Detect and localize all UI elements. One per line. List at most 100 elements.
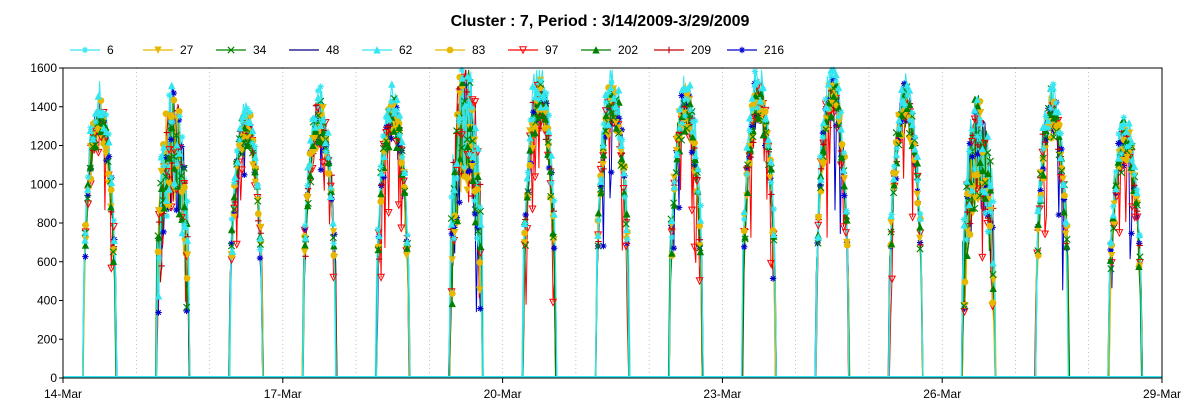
x-tick-label: 23-Mar [703, 387, 741, 401]
legend-label: 209 [691, 43, 711, 57]
point-6 [102, 111, 110, 119]
point-34 [256, 240, 264, 248]
point-27 [1110, 200, 1118, 208]
point-62 [970, 106, 979, 114]
point-202 [754, 114, 762, 122]
point-62 [173, 141, 181, 149]
point-62 [696, 216, 705, 224]
y-tick-label: 600 [37, 255, 57, 269]
point-216 [522, 211, 529, 219]
point-34 [916, 245, 924, 253]
point-209 [255, 217, 262, 225]
point-62 [160, 143, 168, 151]
point-216 [175, 116, 183, 124]
point-216 [981, 183, 989, 191]
point-97 [399, 177, 408, 186]
point-202 [309, 141, 317, 150]
point-6 [1131, 171, 1138, 178]
point-34 [822, 125, 830, 134]
y-tick-label: 800 [37, 216, 57, 230]
point-202 [392, 143, 401, 152]
point-209 [155, 218, 163, 226]
legend-item-216: 216 [727, 43, 784, 57]
point-62 [767, 157, 775, 166]
point-202 [385, 142, 393, 151]
point-6 [158, 153, 165, 160]
point-62 [834, 83, 843, 92]
point-34 [1117, 169, 1126, 177]
point-34 [329, 234, 337, 242]
point-62 [542, 103, 550, 111]
point-62 [183, 236, 192, 244]
series-markers-62 [81, 66, 1144, 300]
point-34 [672, 169, 680, 177]
point-6 [461, 163, 468, 171]
point-83 [740, 227, 748, 235]
point-62 [753, 77, 762, 85]
point-6 [82, 230, 89, 237]
point-6 [754, 104, 761, 112]
point-209 [964, 208, 971, 216]
point-27 [526, 127, 534, 135]
point-202 [523, 193, 531, 201]
point-202 [319, 128, 328, 136]
point-6 [236, 136, 243, 144]
point-202 [903, 104, 911, 112]
point-6 [231, 179, 238, 186]
point-97 [384, 209, 393, 218]
point-83 [691, 139, 698, 147]
point-83 [1055, 121, 1063, 128]
chart-title: Cluster : 7, Period : 3/14/2009-3/29/200… [451, 13, 750, 30]
point-6 [1120, 114, 1127, 121]
point-34 [986, 157, 994, 165]
point-6 [1110, 203, 1117, 210]
point-62 [609, 94, 618, 102]
point-216 [170, 89, 178, 97]
point-34 [594, 242, 602, 250]
point-202 [612, 124, 621, 132]
point-6 [1040, 145, 1047, 152]
point-202 [1106, 256, 1115, 264]
point-6 [327, 185, 335, 192]
point-62 [978, 144, 987, 153]
point-62 [99, 124, 108, 132]
point-27 [249, 161, 257, 169]
x-tick-label: 20-Mar [484, 387, 522, 401]
point-6 [767, 179, 775, 186]
point-34 [680, 100, 688, 108]
point-209 [747, 153, 754, 161]
point-27 [599, 161, 607, 169]
point-6 [827, 72, 834, 80]
point-216 [743, 164, 751, 171]
point-62 [324, 128, 332, 136]
point-202 [240, 124, 249, 132]
y-tick-label: 1600 [30, 61, 57, 75]
point-62 [688, 127, 697, 135]
point-34 [476, 207, 485, 215]
point-62 [474, 144, 482, 152]
point-62 [832, 70, 840, 79]
point-202 [890, 181, 898, 189]
x-axis: 14-Mar 17-Mar 20-Mar 23-Mar 26-Mar 29-Mar [44, 378, 1181, 401]
point-202 [107, 203, 115, 211]
point-202 [835, 103, 843, 112]
point-97 [748, 117, 757, 126]
point-216 [892, 175, 900, 182]
point-62 [110, 236, 118, 244]
point-6 [968, 127, 976, 134]
point-62 [1120, 119, 1128, 127]
point-34 [157, 179, 165, 187]
point-202 [840, 181, 848, 190]
point-83 [377, 198, 385, 206]
point-97 [531, 173, 540, 182]
point-6 [466, 151, 473, 158]
point-27 [319, 104, 327, 112]
point-6 [171, 182, 178, 189]
point-216 [160, 228, 167, 236]
point-6 [976, 116, 984, 124]
point-6 [233, 147, 241, 155]
point-6 [901, 102, 908, 109]
point-209 [1055, 146, 1062, 153]
point-202 [757, 89, 765, 98]
point-6 [692, 117, 699, 125]
